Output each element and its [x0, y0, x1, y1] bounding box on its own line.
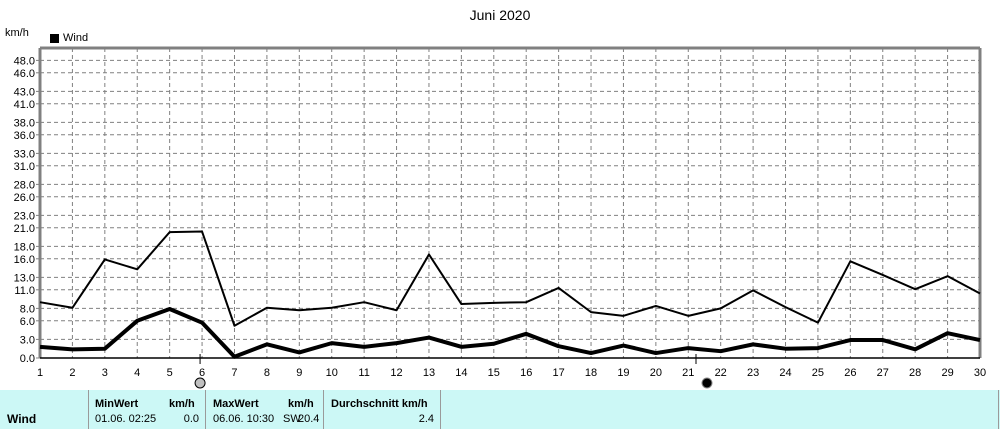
y-tick-label: 28.0	[14, 179, 35, 191]
series-line	[39, 230, 981, 327]
x-tick-label: 4	[134, 367, 140, 379]
divider	[88, 390, 89, 429]
y-tick-label: 31.0	[14, 161, 35, 173]
series-line	[39, 307, 981, 359]
x-tick-label: 19	[617, 367, 629, 379]
y-tick-label: 8.0	[20, 303, 35, 315]
y-tick-label: 3.0	[20, 334, 35, 346]
x-tick-label: 15	[488, 367, 500, 379]
x-tick-label: 28	[909, 367, 921, 379]
y-tick-label: 18.0	[14, 241, 35, 253]
y-tick-label: 6.0	[20, 316, 35, 328]
min-header: MinWert	[95, 398, 139, 410]
stats-row-label: Wind	[7, 412, 37, 426]
avg-header: Durchschnitt km/h	[331, 398, 428, 410]
x-tick-label: 17	[552, 367, 564, 379]
y-tick-label: 41.0	[14, 99, 35, 111]
max-datetime: 06.06. 10:30	[213, 413, 275, 425]
divider	[440, 390, 441, 429]
x-tick-label: 9	[296, 367, 302, 379]
avg-value: 2.4	[418, 413, 434, 425]
min-unit: km/h	[169, 398, 195, 410]
legend-swatch-icon	[50, 33, 59, 43]
stats-table: Wind MinWert km/h 01.06. 02:25 0.0 MaxWe…	[0, 390, 1000, 429]
max-header: MaxWert	[213, 398, 259, 410]
x-tick-label: 26	[844, 367, 856, 379]
x-tick-label: 22	[715, 367, 727, 379]
x-tick-label: 20	[650, 367, 662, 379]
x-tick-label: 23	[747, 367, 759, 379]
y-tick-label: 33.0	[14, 148, 35, 160]
y-axis-unit: km/h	[5, 27, 29, 39]
min-value: 0.0	[183, 413, 199, 425]
max-value: 20.4	[298, 413, 320, 425]
y-tick-label: 26.0	[14, 192, 35, 204]
y-tick-label: 36.0	[14, 130, 35, 142]
x-tick-label: 27	[877, 367, 889, 379]
x-tick-label: 7	[231, 367, 237, 379]
new-moon-icon	[701, 377, 713, 389]
x-tick-label: 10	[326, 367, 338, 379]
x-tick-label: 2	[69, 367, 75, 379]
legend-label: Wind	[63, 32, 89, 44]
x-tick-label: 5	[167, 367, 173, 379]
x-tick-label: 24	[779, 367, 791, 379]
x-tick-label: 29	[941, 367, 953, 379]
x-tick-label: 1	[37, 367, 43, 379]
chart-title: Juni 2020	[469, 7, 531, 23]
x-tick-label: 11	[358, 367, 369, 379]
y-tick-label: 46.0	[14, 68, 35, 80]
full-moon-icon	[194, 377, 206, 389]
x-tick-label: 30	[974, 367, 986, 379]
divider	[998, 390, 999, 429]
y-tick-label: 11.0	[14, 285, 35, 297]
y-tick-label: 38.0	[14, 117, 35, 129]
divider	[323, 390, 324, 429]
wind-chart: 0.0 3.0 6.08.0 11.013.0 16.018.0 21.023.0 26.0…	[14, 46, 986, 389]
y-tick-label: 16.0	[14, 254, 35, 266]
y-tick-label: 48.0	[14, 55, 35, 67]
divider	[205, 390, 206, 429]
y-tick-label: 43.0	[14, 86, 35, 98]
x-tick-label: 8	[264, 367, 270, 379]
y-tick-label: 0.0	[20, 353, 35, 365]
x-tick-label: 3	[102, 367, 108, 379]
y-tick-label: 23.0	[14, 210, 35, 222]
x-tick-label: 25	[812, 367, 824, 379]
x-tick-label: 12	[390, 367, 402, 379]
x-tick-label: 14	[455, 367, 467, 379]
legend: Wind	[50, 32, 88, 44]
min-datetime: 01.06. 02:25	[95, 413, 157, 425]
y-tick-label: 13.0	[14, 272, 35, 284]
x-tick-label: 13	[423, 367, 435, 379]
max-unit: km/h	[288, 398, 314, 410]
x-tick-label: 18	[585, 367, 597, 379]
y-tick-label: 21.0	[14, 223, 35, 235]
x-tick-label: 16	[520, 367, 532, 379]
max-direction: SW	[283, 413, 301, 425]
x-tick-label: 21	[682, 367, 694, 379]
x-tick-label: 6	[199, 367, 205, 379]
